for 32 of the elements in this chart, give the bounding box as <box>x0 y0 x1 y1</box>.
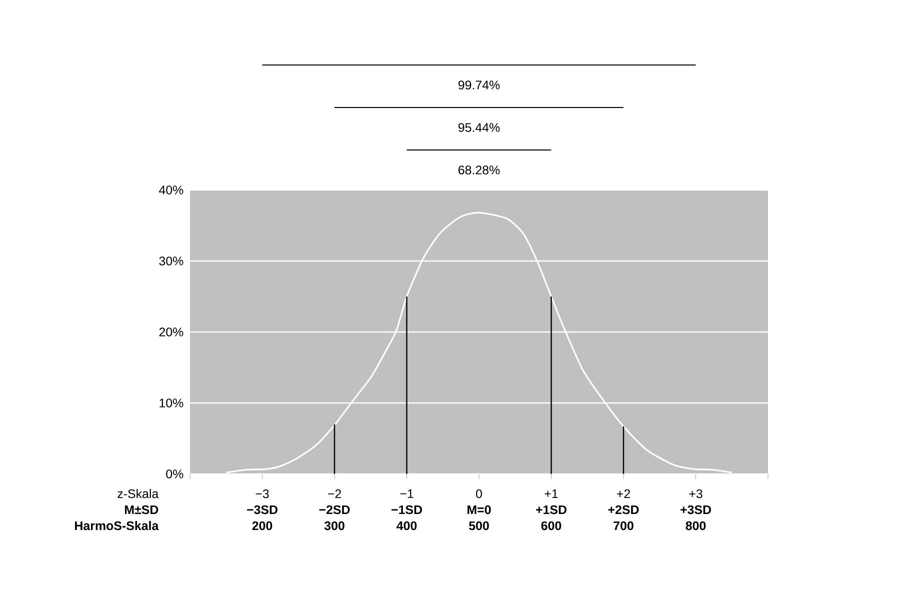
y-tick-label: 0% <box>166 470 184 478</box>
text: −3SD <box>247 505 278 514</box>
text: 300 <box>324 521 344 530</box>
y-tick-label: 10% <box>160 398 184 408</box>
text: +1SD <box>536 505 566 514</box>
text: +2SD <box>608 505 639 514</box>
x-tick-label: +2 <box>617 489 630 498</box>
y-tick-label: 40% <box>159 186 184 194</box>
x-tick-label: 0 <box>476 489 482 498</box>
text: 800 <box>686 521 706 530</box>
text: −2SD <box>319 505 350 514</box>
x-tick-label: +1 <box>544 489 558 498</box>
text: −1SD <box>392 505 422 514</box>
text: 400 <box>396 521 417 530</box>
text: M=0 <box>468 505 491 514</box>
text: +3SD <box>680 505 711 514</box>
text: 68.28% <box>458 166 500 174</box>
text: 600 <box>541 521 562 530</box>
text: M±SD <box>124 505 158 514</box>
x-tick-label: −1 <box>400 489 414 498</box>
text: 99.74% <box>458 80 500 90</box>
text: 200 <box>252 521 272 530</box>
y-tick-label: 20% <box>159 328 184 336</box>
text: 500 <box>469 521 489 530</box>
x-tick-label: −2 <box>328 489 341 498</box>
x-tick-label: +3 <box>689 489 702 498</box>
text: z-Skala <box>118 488 159 498</box>
text: 700 <box>614 521 634 530</box>
y-tick-label: 30% <box>159 256 184 266</box>
text: HarmoS-Skala <box>75 520 159 530</box>
text: 95.44% <box>458 123 500 132</box>
x-tick-label: −3 <box>256 489 269 498</box>
